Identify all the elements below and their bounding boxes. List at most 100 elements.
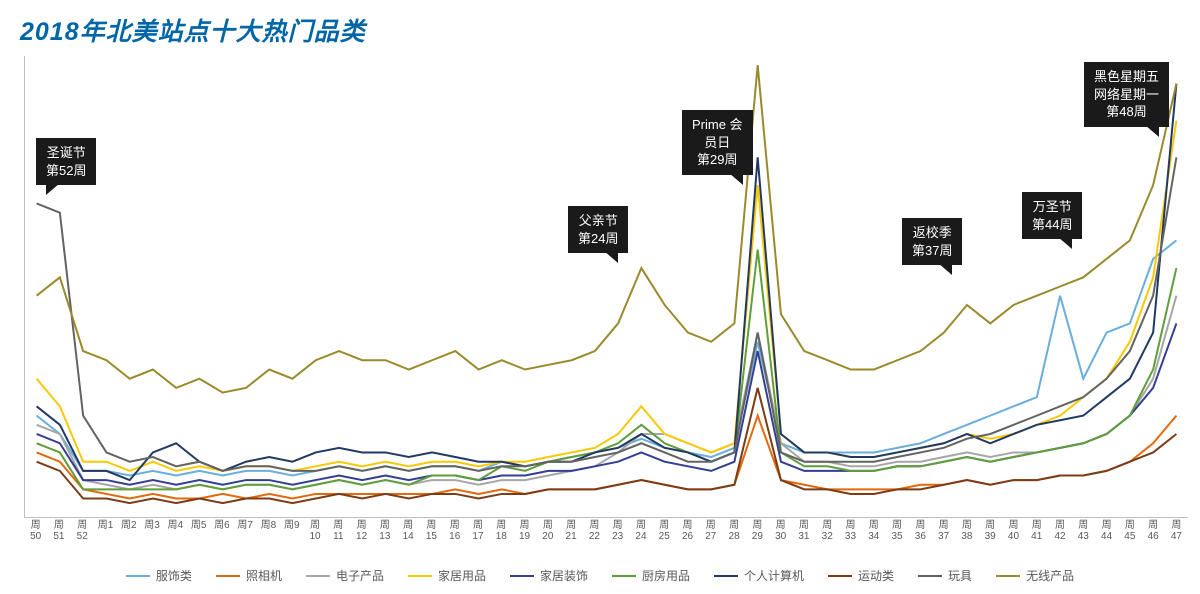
annotation-pointer xyxy=(1058,237,1072,249)
x-tick: 周 15 xyxy=(420,518,443,546)
legend-label: 家居用品 xyxy=(438,567,486,584)
legend-swatch xyxy=(216,575,240,577)
annotation-pointer xyxy=(604,251,618,263)
legend-label: 玩具 xyxy=(948,567,972,584)
x-tick: 周 40 xyxy=(1002,518,1025,546)
x-tick: 周 51 xyxy=(47,518,70,546)
x-tick: 周 52 xyxy=(71,518,94,546)
annotation-callout: 黑色星期五 网络星期一 第48周 xyxy=(1084,62,1169,127)
x-tick: 周 44 xyxy=(1095,518,1118,546)
x-tick: 周 36 xyxy=(909,518,932,546)
legend-item: 运动类 xyxy=(828,567,894,584)
x-tick: 周 34 xyxy=(862,518,885,546)
x-tick: 周 47 xyxy=(1165,518,1188,546)
legend-swatch xyxy=(408,575,432,577)
legend-swatch xyxy=(510,575,534,577)
series-line xyxy=(37,84,1177,480)
x-tick: 周 38 xyxy=(955,518,978,546)
annotation-pointer xyxy=(46,183,60,195)
legend-label: 个人计算机 xyxy=(744,567,804,584)
x-tick: 周 20 xyxy=(536,518,559,546)
x-tick: 周 39 xyxy=(979,518,1002,546)
x-tick: 周8 xyxy=(257,518,280,546)
series-line xyxy=(37,323,1177,484)
x-tick: 周 17 xyxy=(466,518,489,546)
series-line xyxy=(37,157,1177,471)
x-tick: 周 12 xyxy=(350,518,373,546)
x-tick: 周 31 xyxy=(792,518,815,546)
chart-lines-svg xyxy=(25,56,1188,517)
x-tick: 周 43 xyxy=(1072,518,1095,546)
x-tick: 周 13 xyxy=(373,518,396,546)
annotation-pointer xyxy=(729,173,743,185)
x-tick: 周 41 xyxy=(1025,518,1048,546)
annotation-callout: Prime 会 员日 第29周 xyxy=(682,110,753,175)
x-tick: 周 46 xyxy=(1142,518,1165,546)
x-tick: 周 50 xyxy=(24,518,47,546)
x-tick: 周 24 xyxy=(629,518,652,546)
legend-label: 厨房用品 xyxy=(642,567,690,584)
series-line xyxy=(37,121,1177,471)
x-tick: 周 25 xyxy=(653,518,676,546)
annotation-pointer xyxy=(938,263,952,275)
x-tick: 周 22 xyxy=(583,518,606,546)
x-tick: 周 16 xyxy=(443,518,466,546)
legend-label: 无线产品 xyxy=(1026,567,1074,584)
x-tick: 周 21 xyxy=(559,518,582,546)
x-tick: 周3 xyxy=(140,518,163,546)
legend-swatch xyxy=(126,575,150,577)
annotation-callout: 父亲节 第24周 xyxy=(568,206,628,253)
legend-item: 服饰类 xyxy=(126,567,192,584)
chart-container: 周 50周 51周 52周1周2周3周4周5周6周7周8周9周 10周 11周 … xyxy=(24,56,1188,546)
x-tick: 周 35 xyxy=(885,518,908,546)
x-tick: 周 32 xyxy=(816,518,839,546)
annotation-callout: 返校季 第37周 xyxy=(902,218,962,265)
x-tick: 周 45 xyxy=(1118,518,1141,546)
x-tick: 周 11 xyxy=(327,518,350,546)
annotation-callout: 圣诞节 第52周 xyxy=(36,138,96,185)
legend-item: 电子产品 xyxy=(306,567,384,584)
legend-label: 家居装饰 xyxy=(540,567,588,584)
legend-swatch xyxy=(714,575,738,577)
x-tick: 周4 xyxy=(164,518,187,546)
legend-swatch xyxy=(612,575,636,577)
legend-item: 无线产品 xyxy=(996,567,1074,584)
x-tick: 周9 xyxy=(280,518,303,546)
x-tick: 周2 xyxy=(117,518,140,546)
x-tick: 周 18 xyxy=(490,518,513,546)
x-tick: 周 27 xyxy=(699,518,722,546)
x-tick: 周 26 xyxy=(676,518,699,546)
annotation-callout: 万圣节 第44周 xyxy=(1022,192,1082,239)
legend-label: 服饰类 xyxy=(156,567,192,584)
legend-swatch xyxy=(828,575,852,577)
x-tick: 周 19 xyxy=(513,518,536,546)
x-tick: 周 29 xyxy=(746,518,769,546)
x-tick: 周6 xyxy=(210,518,233,546)
legend-swatch xyxy=(306,575,330,577)
plot-area xyxy=(24,56,1188,518)
legend-label: 运动类 xyxy=(858,567,894,584)
page-title: 2018年北美站点十大热门品类 xyxy=(0,0,1200,52)
x-tick: 周 42 xyxy=(1048,518,1071,546)
x-tick: 周1 xyxy=(94,518,117,546)
legend: 服饰类 照相机 电子产品 家居用品 家居装饰 厨房用品 个人计算机 运动类 玩具 无线产品 xyxy=(0,567,1200,584)
legend-swatch xyxy=(996,575,1020,577)
x-tick: 周5 xyxy=(187,518,210,546)
legend-label: 照相机 xyxy=(246,567,282,584)
x-tick: 周 28 xyxy=(722,518,745,546)
x-axis: 周 50周 51周 52周1周2周3周4周5周6周7周8周9周 10周 11周 … xyxy=(24,518,1188,546)
legend-item: 家居用品 xyxy=(408,567,486,584)
x-tick: 周 14 xyxy=(397,518,420,546)
legend-item: 玩具 xyxy=(918,567,972,584)
x-tick: 周 23 xyxy=(606,518,629,546)
legend-label: 电子产品 xyxy=(336,567,384,584)
x-tick: 周 37 xyxy=(932,518,955,546)
annotation-pointer xyxy=(1145,125,1159,137)
legend-item: 厨房用品 xyxy=(612,567,690,584)
legend-item: 家居装饰 xyxy=(510,567,588,584)
legend-item: 照相机 xyxy=(216,567,282,584)
x-tick: 周 10 xyxy=(303,518,326,546)
x-tick: 周 30 xyxy=(769,518,792,546)
legend-swatch xyxy=(918,575,942,577)
x-tick: 周7 xyxy=(234,518,257,546)
